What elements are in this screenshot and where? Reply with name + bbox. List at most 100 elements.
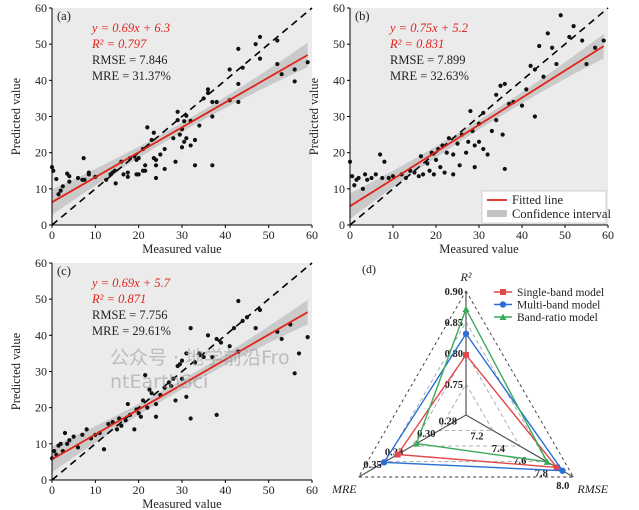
data-point (472, 143, 477, 148)
scatter-panel-a: 0 10 20 30 40 50 60 0 10 20 30 40 50 60 Measured value… (9, 1, 318, 256)
data-point (464, 150, 469, 155)
data-point (412, 170, 417, 175)
data-point (524, 87, 529, 92)
radar-tick-label: 0.35 (363, 460, 381, 471)
data-point (457, 163, 462, 168)
data-point (182, 119, 187, 124)
x-tick-label: 0 (49, 228, 55, 242)
data-point (584, 61, 589, 67)
data-point (472, 165, 477, 170)
radar-grid-ring (438, 383, 494, 431)
data-point (240, 65, 245, 70)
data-point (425, 161, 430, 166)
radar-tick-label: 0.80 (445, 349, 463, 360)
data-point (143, 163, 148, 168)
data-point (427, 168, 432, 173)
data-point (360, 186, 365, 191)
data-point (214, 99, 219, 105)
legend-box (481, 190, 607, 224)
radar-panel-d: 0.75 0.80 0.85 0.90 7.2 7.4 7.6 7.8 8.0 0.28 0.30 0… (331, 262, 609, 496)
y-tick-label: 20 (35, 146, 47, 160)
scatter-panel-c: 0 10 20 30 40 50 60 0 10 20 30 40 50 60 Measured value… (9, 256, 318, 510)
data-point (197, 123, 202, 128)
data-point (192, 360, 198, 365)
data-point (184, 113, 189, 118)
y-axis-label: Predicted value (9, 332, 23, 410)
y-tick-label: 10 (35, 182, 47, 196)
data-point (171, 376, 176, 381)
radar-series-multi-band-model (380, 330, 566, 474)
panel-label: (c) (57, 264, 71, 278)
x-tick-label: 50 (263, 483, 275, 497)
circle-marker (499, 301, 507, 308)
y-tick-label: 10 (333, 182, 345, 196)
data-point (373, 172, 378, 177)
data-point (192, 137, 198, 143)
data-point (365, 177, 370, 182)
data-point (442, 170, 447, 175)
data-point (184, 394, 189, 399)
panel-label: (a) (57, 9, 71, 23)
data-point (537, 43, 542, 49)
data-point (192, 163, 198, 168)
y-tick-label: 20 (35, 401, 47, 415)
square-marker (553, 464, 560, 471)
mre-value: MRE = 31.37% (92, 69, 171, 83)
radar-tick-label: 7.2 (470, 431, 483, 442)
data-point (205, 90, 211, 96)
data-point (257, 34, 263, 40)
data-point (179, 145, 185, 150)
y-tick-label: 50 (333, 37, 345, 51)
radar-tick-label: 7.4 (492, 444, 506, 455)
circle-marker (559, 467, 566, 474)
mre-value: MRE = 29.61% (92, 324, 171, 338)
data-point (145, 125, 150, 130)
data-point (114, 427, 120, 432)
radar-axis-label-mre: MRE (331, 482, 357, 496)
radar-tick-label: 0.33 (385, 448, 403, 459)
x-tick-label: 50 (559, 228, 571, 242)
data-point (56, 192, 61, 197)
legend-swatch-confidence (487, 210, 507, 217)
x-tick-label: 10 (89, 483, 101, 497)
data-point (554, 61, 559, 67)
data-point (58, 188, 63, 193)
y-tick-label: 40 (35, 73, 47, 87)
data-point (451, 172, 456, 177)
data-point (138, 414, 143, 419)
data-point (210, 114, 215, 119)
data-point (173, 398, 178, 403)
data-point (305, 335, 310, 340)
data-point (416, 174, 421, 179)
data-point (541, 74, 546, 79)
data-point (369, 175, 374, 181)
data-point (177, 132, 182, 137)
radar-tick-label: 0.75 (445, 380, 463, 391)
data-point (112, 168, 117, 173)
square-marker (500, 289, 506, 295)
data-point (175, 118, 180, 123)
data-point (580, 38, 585, 43)
x-tick-label: 10 (387, 228, 399, 242)
data-point (253, 326, 258, 331)
data-point (593, 45, 598, 50)
data-point (481, 110, 486, 115)
data-point (52, 448, 57, 454)
data-point (218, 340, 224, 345)
r2-value: R² = 0.797 (91, 37, 147, 51)
data-point (466, 139, 471, 144)
data-point (121, 172, 126, 177)
x-tick-label: 0 (49, 483, 55, 497)
data-point (386, 175, 391, 181)
y-tick-label: 0 (41, 218, 47, 232)
data-point (292, 371, 297, 376)
x-axis-label: Measured value (142, 497, 222, 510)
data-point (545, 31, 550, 36)
data-point (75, 445, 81, 450)
data-point (528, 63, 533, 68)
data-point (500, 132, 505, 137)
data-point (143, 373, 148, 378)
radar-tick-label: 0.90 (445, 287, 463, 298)
data-point (352, 183, 357, 188)
radar-tick-label: 7.6 (513, 456, 526, 467)
